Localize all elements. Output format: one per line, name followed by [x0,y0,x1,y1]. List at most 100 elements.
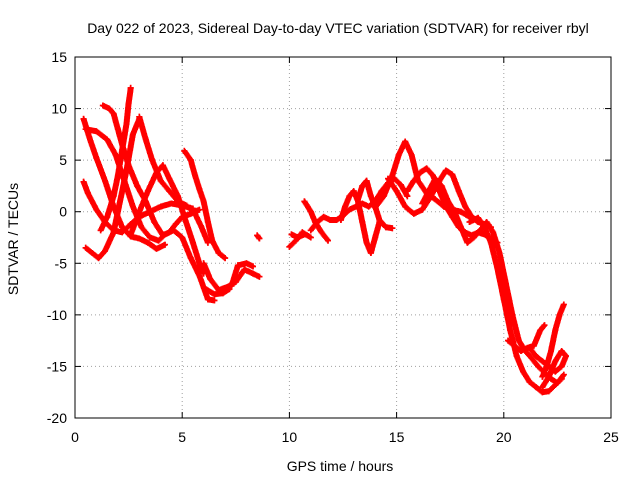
data-point [505,337,512,344]
data-point [192,172,199,179]
data-point [552,382,559,388]
data-point [359,182,366,189]
series-arc-15 [288,231,308,241]
data-point [82,126,89,133]
y-tick-label: -10 [47,307,67,323]
y-axis-label: SDTVAR / TECUs [5,183,21,295]
data-point [104,136,111,143]
data-point [183,202,190,209]
series-arc-18 [337,188,383,256]
data-point [307,234,314,241]
data-point [200,260,207,267]
data-point [466,219,473,225]
data-point [318,229,325,236]
data-point [153,169,160,176]
data-point [511,342,518,349]
data-point [560,371,567,378]
data-point [539,389,546,396]
data-points [80,84,569,396]
data-point [187,157,194,164]
data-point [211,291,218,298]
data-point [552,368,559,375]
series-arc-27 [539,301,567,380]
data-point [241,266,248,273]
data-point [367,193,374,200]
data-point [196,186,203,192]
data-point [134,182,141,189]
data-point [142,136,149,143]
x-tick-label: 20 [496,429,512,445]
data-point [481,224,488,231]
marker-trail [254,232,263,242]
data-point [376,217,383,223]
data-point [346,206,353,213]
data-point [500,296,507,303]
data-point [125,162,132,169]
data-point [127,84,134,91]
data-point [168,200,175,207]
data-point [129,203,136,210]
series-arc-23 [419,175,567,386]
data-point [408,152,415,158]
x-tick-label: 10 [282,429,298,445]
data-point [442,167,449,174]
data-point [477,227,484,234]
data-point [545,373,552,380]
data-point [558,375,565,382]
x-axis-label: GPS time / hours [287,458,394,474]
data-point [483,219,490,225]
data-point [342,203,349,210]
data-point [162,241,168,248]
data-point [457,224,464,231]
data-point [552,358,559,365]
data-point [295,234,301,241]
data-point [541,322,548,329]
chart-title: Day 022 of 2023, Sidereal Day-to-day VTE… [87,20,589,36]
data-point [410,177,417,184]
data-point [455,188,462,195]
data-point [301,231,308,238]
data-point [159,232,166,239]
data-point [95,255,102,262]
data-point [157,177,164,184]
data-point [192,210,199,217]
data-point [93,155,100,162]
data-point [558,363,565,370]
data-point [151,219,158,225]
data-point [123,121,130,127]
data-point [496,250,503,256]
series-arc-26 [526,344,569,391]
series-arc-6 [97,84,134,234]
data-point [470,234,477,241]
data-point [99,102,106,109]
y-tick-labels: -20 -15 -10 -5 0 5 10 15 [47,49,67,426]
data-point [181,147,188,154]
data-point [110,110,117,117]
data-point [174,193,181,200]
data-point [129,131,136,138]
data-point [402,138,409,145]
data-point [350,188,357,195]
data-point [563,353,569,360]
data-point [389,172,396,179]
data-point [196,272,203,279]
data-point [144,239,151,246]
data-point [204,219,211,225]
data-point [112,152,119,158]
data-point [404,193,411,200]
data-point [243,260,250,267]
series-arc-25 [505,322,548,354]
data-point [114,126,121,133]
data-point [256,235,263,242]
data-point [228,283,235,289]
data-point [204,239,211,246]
data-point [204,296,211,303]
x-tick-label: 25 [603,429,619,445]
plot-frame [74,56,612,419]
data-point [149,157,156,164]
data-point [102,247,108,254]
data-point [202,286,209,293]
data-point [365,203,372,210]
data-point [166,175,173,182]
data-point [402,203,409,210]
